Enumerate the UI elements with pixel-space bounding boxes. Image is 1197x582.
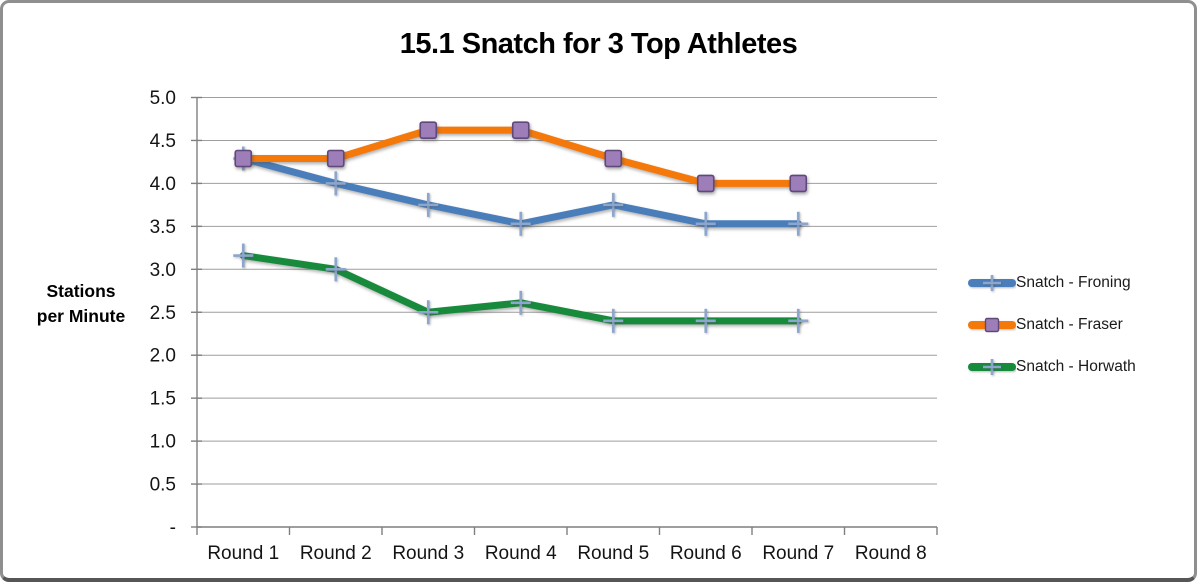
y-tick-label: 2.5 [150,303,176,324]
legend: Snatch - Froning Snatch - Fraser Snatch - … [968,262,1136,388]
legend-item-label: Snatch - Horwath [1016,358,1136,375]
x-tick-label: Round 6 [670,543,742,564]
y-axis-title-line1: Stations [46,281,116,301]
data-point-marker [326,149,345,168]
legend-swatch [968,359,1016,375]
y-axis-title-line2: per Minute [36,306,126,326]
y-tick-label: 2.0 [150,346,176,367]
data-point-marker [789,174,808,193]
x-tick-label: Round 8 [855,543,927,564]
data-point-marker [234,149,253,168]
y-axis-title: Stations per Minute [18,279,144,329]
legend-square-icon [984,317,1000,333]
legend-item: Snatch - Horwath [968,346,1136,388]
x-tick-label: Round 5 [577,543,649,564]
y-tick-label: 3.5 [150,217,176,238]
y-tick-label: 0.5 [150,475,176,496]
chart-title: 15.1 Snatch for 3 Top Athletes [399,28,798,60]
legend-swatch [968,275,1016,291]
legend-item: Snatch - Fraser [968,304,1136,346]
data-point-marker [511,121,530,139]
legend-item-label: Snatch - Froning [1016,274,1131,291]
x-tick-label: Round 3 [392,543,464,564]
y-tick-label: 1.5 [150,389,176,410]
legend-swatch [968,317,1016,333]
x-tick-label: Round 7 [762,543,834,564]
data-point-marker [419,121,438,139]
x-tick-label: Round 1 [207,543,279,564]
y-tick-label: 4.5 [150,131,176,152]
data-point-marker [604,149,623,168]
legend-item-label: Snatch - Fraser [1016,316,1123,333]
x-tick-label: Round 4 [485,543,557,564]
y-tick-label: 5.0 [150,88,176,109]
x-tick-label: Round 2 [300,543,372,564]
legend-item: Snatch - Froning [968,262,1136,304]
y-tick-label: 4.0 [150,174,176,195]
data-point-marker [696,174,715,193]
y-tick-label: - [170,518,176,539]
y-tick-label: 1.0 [150,432,176,453]
y-tick-label: 3.0 [150,260,176,281]
